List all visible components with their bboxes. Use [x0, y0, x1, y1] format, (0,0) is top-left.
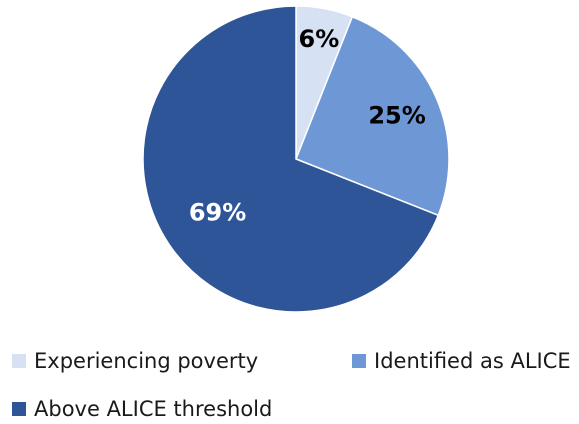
legend-label-above-alice-threshold: Above ALICE threshold — [34, 397, 273, 421]
legend-item-above-alice-threshold: Above ALICE threshold — [12, 397, 272, 421]
pie-value-label-identified-as-alice: 25% — [368, 101, 425, 129]
legend-swatch-experiencing-poverty — [12, 354, 26, 368]
pie-value-label-above-alice-threshold: 69% — [189, 198, 246, 226]
pie-value-labels: 6% 25% 69% — [189, 25, 426, 227]
legend-swatch-identified-as-alice — [352, 354, 366, 368]
legend-label-identified-as-alice: Identified as ALICE — [374, 349, 571, 373]
legend-item-experiencing-poverty: Experiencing poverty — [12, 349, 258, 373]
pie-value-label-experiencing-poverty: 6% — [299, 25, 340, 53]
pie-slices — [142, 5, 450, 313]
legend-swatch-above-alice-threshold — [12, 402, 26, 416]
legend-label-experiencing-poverty: Experiencing poverty — [34, 349, 259, 373]
pie-slice-identified-as-alice — [295, 15, 450, 217]
legend-item-identified-as-alice: Identified as ALICE — [352, 349, 571, 373]
pie-slice-above-alice-threshold — [142, 5, 440, 313]
legend: Experiencing poverty Identified as ALICE… — [12, 345, 577, 421]
